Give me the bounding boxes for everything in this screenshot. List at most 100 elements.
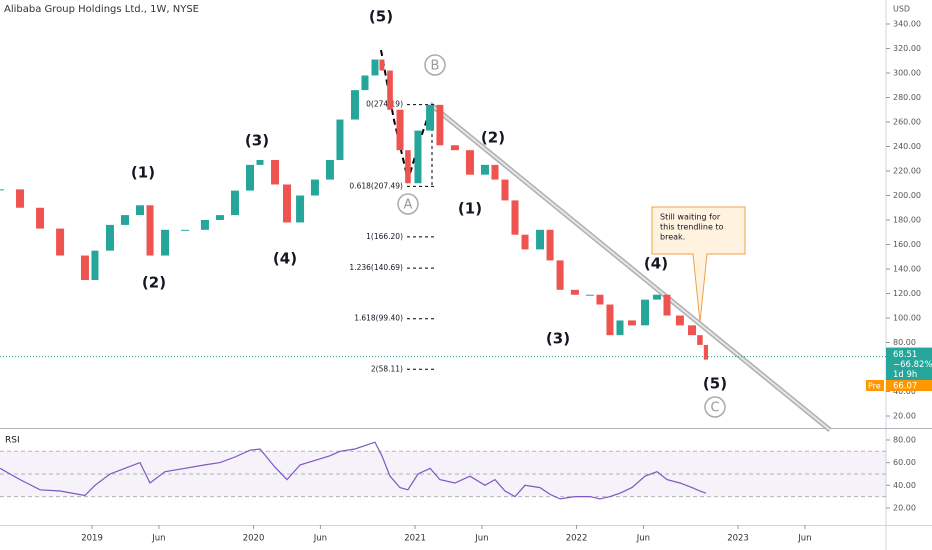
price-badge [886, 347, 932, 382]
y-tick-label: 100.00 [893, 313, 921, 322]
fib-label: 1.618(99.40) [354, 314, 403, 323]
countdown: 1d 9h [893, 370, 917, 380]
candle [361, 75, 369, 91]
candle [56, 228, 65, 256]
circle-marker [397, 193, 419, 215]
x-tick-label: Jun [151, 534, 165, 544]
pre-price: 66.07 [893, 382, 917, 392]
x-tick-label: 2022 [566, 534, 588, 544]
trendline-inner [429, 103, 831, 431]
candle [136, 205, 145, 216]
fib-label: 0.618(207.49) [349, 181, 403, 190]
y-tick-label: 200.00 [893, 191, 921, 200]
candle [606, 304, 614, 336]
rsi-tick-label: 20.00 [893, 503, 916, 512]
candle [596, 294, 604, 305]
candle [627, 320, 636, 326]
candle [310, 179, 319, 196]
fib-label: 0(274.19) [366, 100, 403, 109]
x-tick-label: 2019 [81, 534, 103, 544]
y-tick-label: 180.00 [893, 216, 921, 225]
x-tick-label: Jun [313, 534, 327, 544]
candle [501, 179, 509, 201]
candle [546, 229, 554, 261]
fib-label: 1.236(140.69) [349, 263, 403, 272]
change: −66.82% [893, 360, 932, 370]
candle [396, 109, 404, 151]
wave-label: (2) [481, 129, 505, 147]
fib-label: 1(166.20) [366, 232, 403, 241]
candle [256, 159, 264, 165]
rsi-tick-label: 40.00 [893, 481, 916, 490]
candle [491, 164, 499, 180]
rsi-line [0, 441, 707, 500]
wave-label: (5) [369, 8, 393, 26]
pre-badge [886, 380, 932, 391]
candle [480, 164, 489, 175]
callout-box [651, 206, 746, 323]
candle [146, 205, 154, 256]
candle [414, 130, 422, 184]
wave-label: (4) [644, 255, 668, 273]
y-tick-label: 40.00 [893, 387, 916, 396]
candle [426, 104, 435, 131]
candle [536, 229, 545, 250]
candle [80, 255, 89, 281]
candle [436, 104, 444, 146]
pre-tag [866, 380, 884, 391]
y-tick-label: 260.00 [893, 118, 921, 127]
x-tick-label: Jun [474, 534, 488, 544]
x-tick-label: 2020 [243, 534, 265, 544]
candle [405, 150, 411, 184]
wave-label: (1) [131, 164, 155, 182]
candle [350, 90, 359, 120]
wave-label: (4) [273, 250, 297, 268]
y-tick-label: 20.00 [893, 411, 916, 420]
candle [200, 220, 209, 230]
rsi-tick-label: 80.00 [893, 435, 916, 444]
candle [556, 260, 564, 290]
candle [215, 215, 224, 221]
candle [230, 190, 239, 216]
wave-label: (3) [546, 330, 570, 348]
candle [663, 294, 671, 316]
x-tick-label: Jun [797, 534, 811, 544]
y-tick-label: 140.00 [893, 265, 921, 274]
y-tick-label: 80.00 [893, 338, 916, 347]
y-tick-label: 160.00 [893, 240, 921, 249]
pre-label: Pre [868, 382, 881, 391]
circle-marker [704, 396, 726, 418]
callout-text: Still waiting for [660, 213, 721, 222]
y-tick-label: 240.00 [893, 142, 921, 151]
circle-marker [424, 54, 446, 76]
x-tick-label: Jun [636, 534, 650, 544]
candle [465, 150, 474, 175]
y-tick-label: 280.00 [893, 93, 921, 102]
candle [703, 344, 708, 360]
circle-label: B [431, 59, 440, 74]
x-tick-label: 2021 [404, 534, 426, 544]
x-tick-label: 2023 [727, 534, 749, 544]
candle [675, 315, 684, 326]
candle [181, 229, 190, 231]
callout-text: break. [660, 233, 685, 242]
candle [616, 320, 624, 336]
candle [296, 195, 305, 223]
wave-label: (5) [703, 375, 727, 393]
candle [91, 250, 99, 281]
wave-label: (2) [142, 274, 166, 292]
y-tick-label: 220.00 [893, 167, 921, 176]
candle [16, 189, 25, 208]
candle [697, 335, 703, 345]
candle [282, 184, 291, 223]
candle [161, 229, 170, 256]
y-tick-label: 320.00 [893, 44, 921, 53]
candle [652, 294, 661, 300]
candle [336, 119, 344, 160]
candle [387, 70, 393, 110]
candle [450, 145, 459, 151]
candle [570, 289, 579, 295]
candle [245, 164, 254, 191]
